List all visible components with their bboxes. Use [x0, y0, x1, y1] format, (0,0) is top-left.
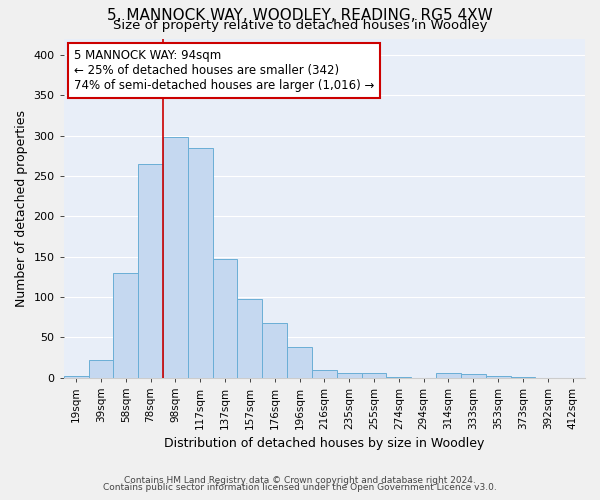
Bar — [362, 374, 386, 378]
Text: Contains HM Land Registry data © Crown copyright and database right 2024.: Contains HM Land Registry data © Crown c… — [124, 476, 476, 485]
Bar — [511, 376, 535, 378]
Bar — [64, 376, 89, 378]
Text: Contains public sector information licensed under the Open Government Licence v3: Contains public sector information licen… — [103, 484, 497, 492]
Bar — [89, 360, 113, 378]
X-axis label: Distribution of detached houses by size in Woodley: Distribution of detached houses by size … — [164, 437, 485, 450]
Bar — [461, 374, 486, 378]
Text: 5 MANNOCK WAY: 94sqm
← 25% of detached houses are smaller (342)
74% of semi-deta: 5 MANNOCK WAY: 94sqm ← 25% of detached h… — [74, 49, 374, 92]
Text: Size of property relative to detached houses in Woodley: Size of property relative to detached ho… — [113, 18, 487, 32]
Bar — [287, 347, 312, 378]
Bar — [386, 376, 411, 378]
Bar — [113, 272, 138, 378]
Bar — [138, 164, 163, 378]
Bar — [212, 259, 238, 378]
Bar — [486, 376, 511, 378]
Bar — [262, 322, 287, 378]
Bar — [188, 148, 212, 378]
Bar — [312, 370, 337, 378]
Bar — [238, 298, 262, 378]
Text: 5, MANNOCK WAY, WOODLEY, READING, RG5 4XW: 5, MANNOCK WAY, WOODLEY, READING, RG5 4X… — [107, 8, 493, 22]
Bar — [163, 138, 188, 378]
Bar — [337, 372, 362, 378]
Y-axis label: Number of detached properties: Number of detached properties — [15, 110, 28, 307]
Bar — [436, 374, 461, 378]
